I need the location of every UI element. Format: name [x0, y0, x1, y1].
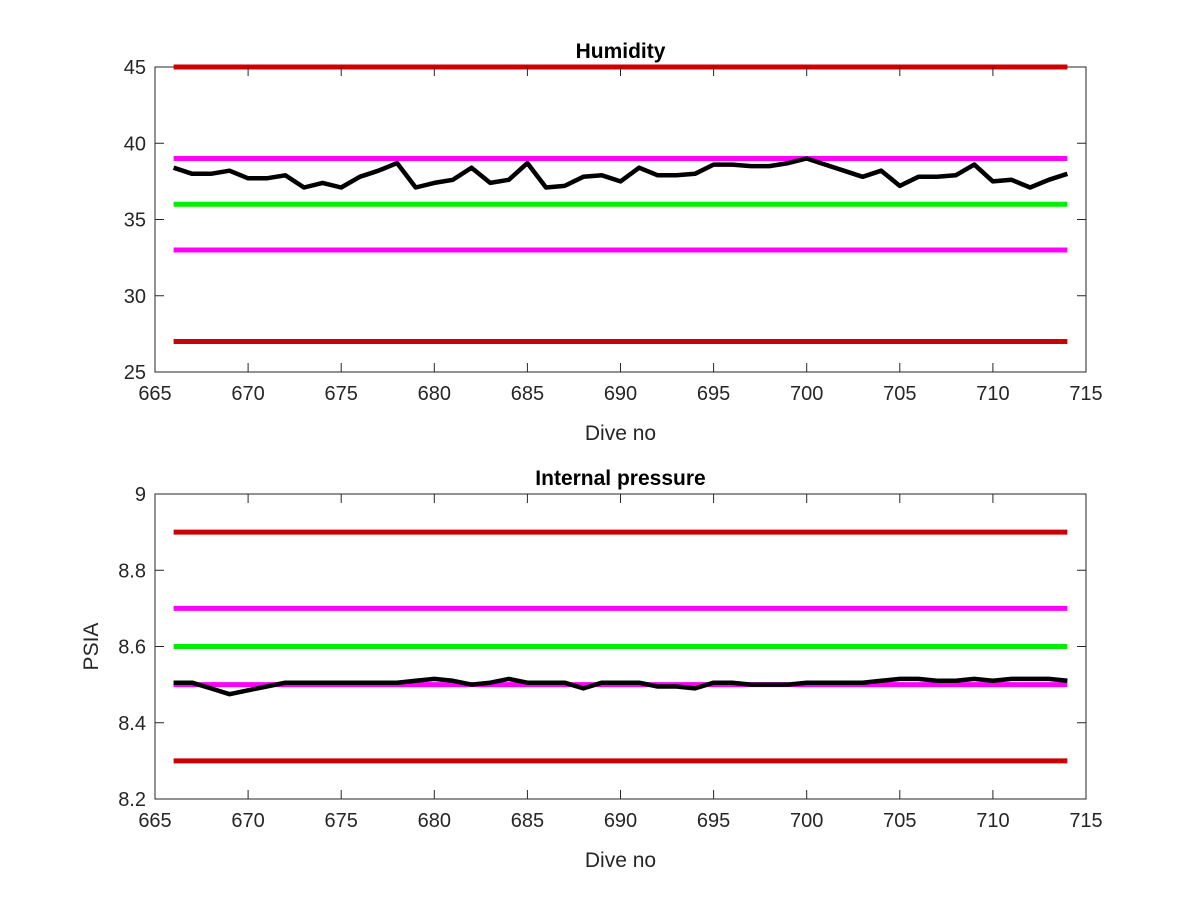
y-tick-label: 35: [124, 210, 146, 232]
x-tick-label: 700: [790, 383, 823, 405]
x-tick-label: 710: [976, 383, 1009, 405]
y-tick-label: 9: [135, 484, 146, 506]
x-tick-label: 700: [790, 810, 823, 832]
x-tick-label: 715: [1069, 810, 1102, 832]
data-series-line: [172, 156, 1069, 190]
x-tick-label: 705: [883, 383, 916, 405]
y-tick-label: 8.8: [118, 560, 146, 582]
x-tick-label: 695: [697, 810, 730, 832]
chart-title: Humidity: [576, 40, 666, 63]
x-tick-label: 670: [231, 810, 264, 832]
x-tick-label: 685: [511, 810, 544, 832]
y-tick-label: 8.6: [118, 637, 146, 659]
y-tick-label: 30: [124, 286, 146, 308]
humidity-chart: 665 670 675 680 685 690 695 700 705 710 715 25 30 35 4…: [124, 40, 1103, 445]
x-tick-label: 665: [138, 383, 171, 405]
x-tick-label: 675: [325, 810, 358, 832]
chart-title: Internal pressure: [535, 467, 705, 490]
y-tick-label: 8.2: [118, 789, 146, 811]
x-axis-label: Dive no: [585, 849, 656, 872]
x-tick-label: 680: [418, 810, 451, 832]
x-tick-label: 675: [325, 383, 358, 405]
y-tick-label: 40: [124, 133, 146, 155]
x-tick-label: 690: [604, 383, 637, 405]
x-tick-label: 710: [976, 810, 1009, 832]
axes-box: [154, 66, 1087, 373]
y-tick-label: 25: [124, 362, 146, 384]
x-tick-label: 705: [883, 810, 916, 832]
x-tick-label: 670: [231, 383, 264, 405]
x-axis-label: Dive no: [585, 422, 656, 445]
y-tick-label: 8.4: [118, 713, 146, 735]
x-tick-label: 680: [418, 383, 451, 405]
internal-pressure-chart: 665 670 675 680 685 690 695 700 705 710 715 8.2 8.4 8…: [80, 467, 1103, 872]
x-tick-label: 715: [1069, 383, 1102, 405]
y-tick-label: 45: [124, 57, 146, 79]
x-tick-label: 665: [138, 810, 171, 832]
x-tick-label: 690: [604, 810, 637, 832]
x-tick-label: 685: [511, 383, 544, 405]
y-axis-label: PSIA: [80, 623, 103, 671]
x-tick-label: 695: [697, 383, 730, 405]
data-series-line: [173, 676, 1068, 697]
